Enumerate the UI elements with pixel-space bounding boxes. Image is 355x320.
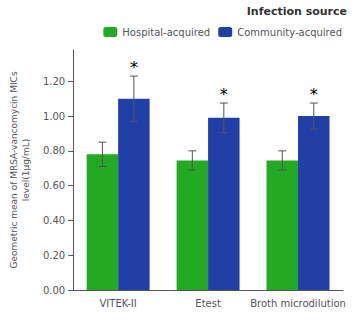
svg-text:0.20: 0.20	[43, 250, 65, 261]
svg-text:0.80: 0.80	[43, 145, 65, 156]
svg-text:*: *	[220, 85, 228, 104]
svg-text:1.20: 1.20	[43, 76, 65, 87]
svg-text:Infection source: Infection source	[247, 5, 347, 18]
svg-text:VITEK-II: VITEK-II	[100, 298, 137, 309]
svg-text:0.00: 0.00	[43, 285, 65, 296]
svg-text:level(1μg/mL): level(1μg/mL)	[21, 139, 31, 201]
svg-text:Hospital-acquired: Hospital-acquired	[122, 27, 210, 38]
svg-text:0.40: 0.40	[43, 215, 65, 226]
svg-text:Broth microdilution: Broth microdilution	[250, 298, 346, 309]
svg-text:Geometric mean of MRSA-vancomy: Geometric mean of MRSA-vancomycin MICs	[9, 71, 19, 268]
svg-text:*: *	[130, 58, 138, 77]
svg-text:Etest: Etest	[195, 298, 221, 309]
svg-text:0.60: 0.60	[43, 180, 65, 191]
svg-text:1.00: 1.00	[43, 111, 65, 122]
svg-text:*: *	[310, 85, 318, 104]
svg-text:Community-acquired: Community-acquired	[237, 27, 342, 38]
